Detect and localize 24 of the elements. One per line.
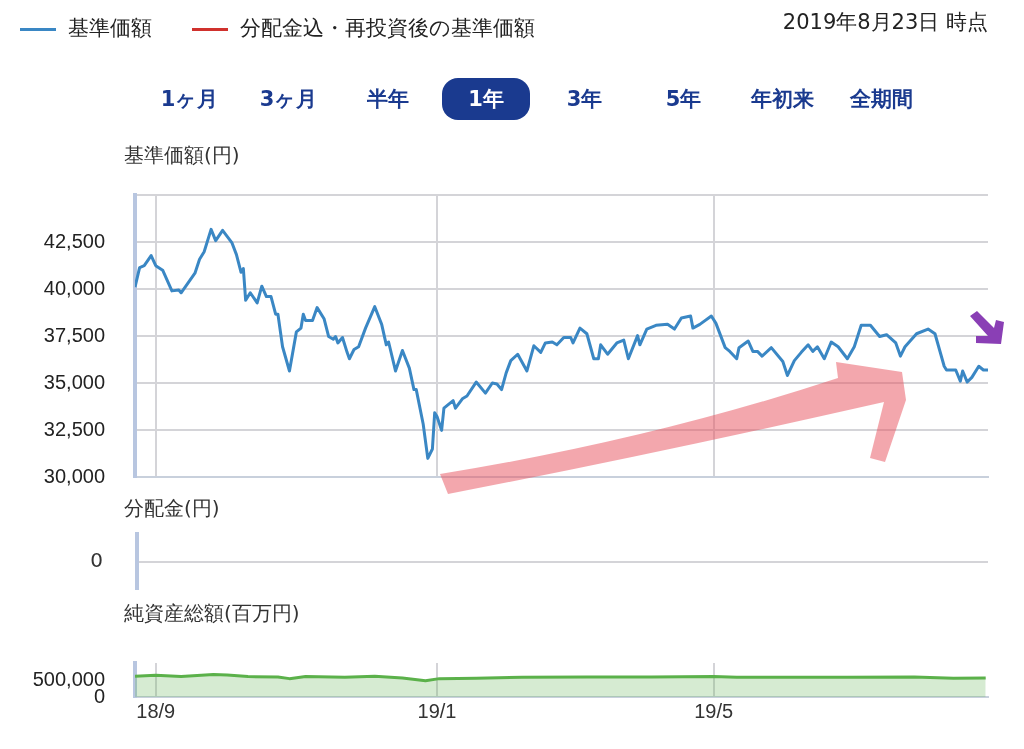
y-axis-title: 基準価額(円) (124, 142, 240, 169)
text: 2019年8月23日 時点 (782, 9, 988, 36)
text: 5年 (664, 86, 703, 113)
y-axis-title: 純資産総額(百万円) (124, 600, 300, 627)
y-tick-label: 37,500 (43, 323, 105, 346)
x-tick-label: 19/5 (694, 699, 734, 722)
x-tick-label: 18/9 (136, 699, 176, 722)
text: 1ヶ月 (159, 86, 220, 113)
y-tick-label: 40,000 (43, 276, 105, 299)
legend-label: 分配金込・再投資後の基準価額 (240, 16, 535, 40)
legend-label: 基準価額 (68, 16, 152, 40)
text: 分配金(円) (124, 495, 220, 522)
text: 1年 (442, 78, 530, 120)
y-tick-label: 35,000 (43, 370, 105, 393)
text: 3年 (565, 86, 604, 113)
y-tick-label: 32,500 (43, 417, 105, 440)
y-tick-label: 30,000 (43, 464, 105, 487)
y-tick-label: 42,500 (43, 229, 105, 252)
x-tick-label: 19/1 (417, 699, 457, 722)
text: 3ヶ月 (258, 86, 319, 113)
text: 半年 (365, 86, 410, 113)
text: 全期間 (849, 86, 914, 113)
text: 年初来 (750, 86, 815, 113)
y-tick-label: 500,000 (32, 667, 105, 690)
